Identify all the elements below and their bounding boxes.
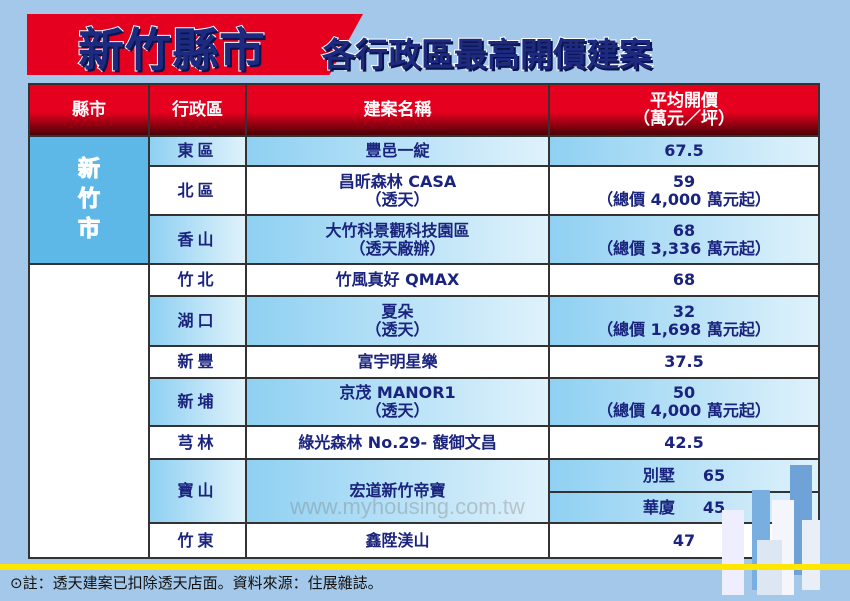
title-banner bbox=[27, 14, 363, 75]
price-cell: 37.5 bbox=[548, 345, 820, 379]
price-cell: 32 （總價 1,698 萬元起） bbox=[548, 295, 820, 347]
header-project: 建案名稱 bbox=[245, 83, 550, 137]
district-cell: 北區 bbox=[148, 165, 247, 216]
price-cell: 59 （總價 4,000 萬元起） bbox=[548, 165, 820, 216]
page-subtitle: 各行政區最高開價建案 bbox=[321, 34, 653, 75]
project-cell: 夏朵 （透天） bbox=[245, 295, 550, 347]
footnote: ⊙註：透天建案已扣除透天店面。資料來源：住展雜誌。 bbox=[10, 574, 383, 592]
footer-line bbox=[0, 564, 850, 570]
table-row: 香山 大竹科景觀科技園區 （透天廠辦） 68 （總價 3,336 萬元起） bbox=[29, 214, 820, 265]
watermark: www.myhousing.com.tw bbox=[290, 494, 525, 519]
price-table: 縣市 行政區 建案名稱 平均開價 （萬元／坪） 新 竹 市東區 豐邑一綻 67.5 北… bbox=[28, 83, 820, 559]
city-cell: 新 竹 市 bbox=[28, 135, 150, 265]
city-cell: 新 竹 縣 bbox=[28, 263, 150, 559]
table-row: 湖口 夏朵 （透天） 32 （總價 1,698 萬元起） bbox=[29, 295, 820, 347]
page-title: 新竹縣市 bbox=[77, 22, 266, 78]
table-row: 芎林 綠光森林 No.29- 馥御文昌 42.5 bbox=[29, 425, 820, 460]
district-cell: 竹東 bbox=[148, 522, 247, 559]
district-cell: 芎林 bbox=[148, 425, 247, 460]
unit-type: 別墅 bbox=[642, 465, 675, 485]
table-row: 新豐 富宇明星樂 37.5 bbox=[29, 345, 820, 379]
table-header: 縣市 行政區 建案名稱 平均開價 （萬元／坪） bbox=[28, 83, 820, 137]
buildings-illustration bbox=[722, 465, 820, 595]
price-split-row: 華廈 45 bbox=[550, 491, 818, 522]
table-row: 新埔 京茂 MANOR1 （透天） 50 （總價 4,000 萬元起） bbox=[29, 377, 820, 427]
project-cell: 綠光森林 No.29- 馥御文昌 bbox=[245, 425, 550, 460]
district-cell: 香山 bbox=[148, 214, 247, 265]
project-cell: 京茂 MANOR1 （透天） bbox=[245, 377, 550, 427]
unit-type: 華廈 bbox=[642, 497, 675, 517]
district-cell: 東區 bbox=[148, 135, 247, 167]
district-cell: 湖口 bbox=[148, 295, 247, 347]
project-cell: 宏道新竹帝寶 bbox=[245, 458, 550, 524]
price-cell: 68 （總價 3,336 萬元起） bbox=[548, 214, 820, 265]
district-cell: 竹北 bbox=[148, 263, 247, 297]
project-cell: 富宇明星樂 bbox=[245, 345, 550, 379]
table-row: 新 竹 縣竹北 竹風真好 QMAX 68 bbox=[28, 263, 820, 559]
project-cell: 大竹科景觀科技園區 （透天廠辦） bbox=[245, 214, 550, 265]
project-cell: 昌昕森林 CASA （透天） bbox=[245, 165, 550, 216]
unit-price: 65 bbox=[702, 465, 726, 485]
project-cell: 豐邑一綻 bbox=[245, 135, 550, 167]
district-cell: 寶山 bbox=[148, 458, 247, 524]
price-cell: 50 （總價 4,000 萬元起） bbox=[548, 377, 820, 427]
table-row: 新 竹 市東區 豐邑一綻 67.5 bbox=[28, 135, 820, 265]
unit-price: 45 bbox=[702, 497, 726, 517]
price-split-row: 別墅 65 bbox=[550, 460, 818, 491]
header-city: 縣市 bbox=[28, 83, 150, 137]
header-price: 平均開價 （萬元／坪） bbox=[548, 83, 820, 137]
table-row: 北區 昌昕森林 CASA （透天） 59 （總價 4,000 萬元起） bbox=[29, 165, 820, 216]
price-cell: 42.5 bbox=[548, 425, 820, 460]
district-cell: 新豐 bbox=[148, 345, 247, 379]
price-cell: 67.5 bbox=[548, 135, 820, 167]
price-cell: 68 bbox=[548, 263, 820, 297]
project-cell: 鑫陞渼山 bbox=[245, 522, 550, 559]
project-cell: 竹風真好 QMAX bbox=[245, 263, 550, 297]
header-district: 行政區 bbox=[148, 83, 247, 137]
district-cell: 新埔 bbox=[148, 377, 247, 427]
